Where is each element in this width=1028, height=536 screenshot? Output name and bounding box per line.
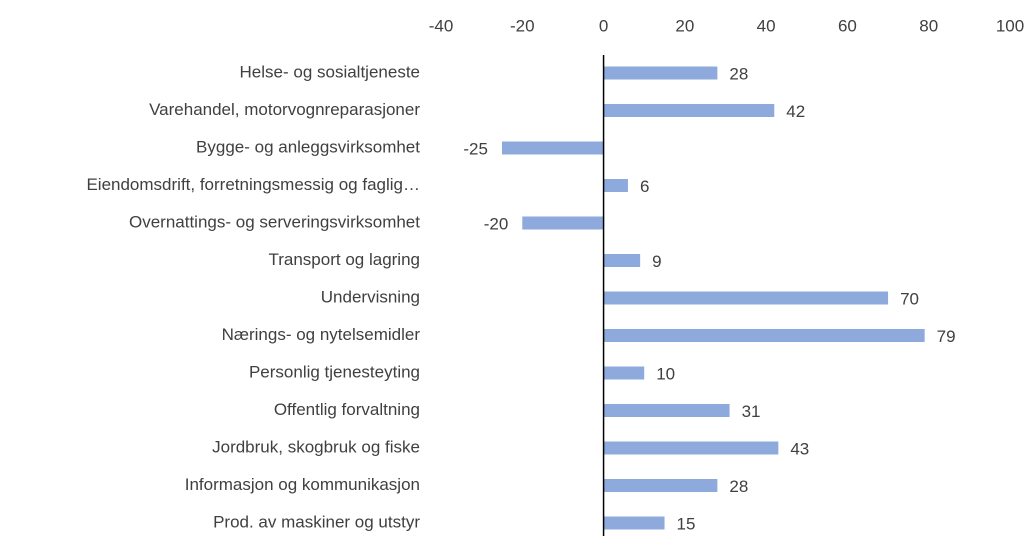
category-label: Nærings- og nytelsemidler bbox=[222, 325, 421, 344]
category-label: Prod. av maskiner og utstyr bbox=[213, 512, 420, 531]
category-label: Personlig tjenesteyting bbox=[249, 362, 420, 381]
category-label: Transport og lagring bbox=[268, 250, 420, 269]
bar bbox=[603, 104, 775, 117]
bar bbox=[522, 216, 604, 230]
value-label: -25 bbox=[463, 139, 488, 158]
bar bbox=[603, 366, 645, 380]
x-tick-label: 100 bbox=[996, 16, 1024, 35]
category-label: Undervisning bbox=[321, 287, 420, 306]
category-label: Informasjon og kommunikasjon bbox=[185, 475, 420, 494]
value-label: 6 bbox=[640, 177, 649, 196]
category-label: Varehandel, motorvognreparasjoner bbox=[149, 100, 420, 119]
category-label: Bygge- og anleggsvirksomhet bbox=[196, 137, 420, 156]
bar bbox=[603, 516, 665, 530]
bar bbox=[603, 479, 718, 492]
x-tick-label: 0 bbox=[599, 16, 608, 35]
value-label: 70 bbox=[900, 289, 919, 308]
value-label: 42 bbox=[786, 102, 805, 121]
category-label: Jordbruk, skogbruk og fiske bbox=[212, 437, 420, 456]
x-tick-label: 60 bbox=[838, 16, 857, 35]
bar bbox=[603, 291, 889, 305]
x-tick-label: 20 bbox=[675, 16, 694, 35]
value-label: -20 bbox=[484, 214, 509, 233]
x-tick-label: 40 bbox=[757, 16, 776, 35]
bar bbox=[603, 179, 628, 192]
value-label: 31 bbox=[742, 402, 761, 421]
bar bbox=[603, 66, 718, 80]
bar bbox=[603, 254, 641, 267]
value-label: 15 bbox=[677, 514, 696, 533]
category-label: Offentlig forvaltning bbox=[274, 400, 420, 419]
x-tick-label: 80 bbox=[919, 16, 938, 35]
value-label: 43 bbox=[790, 439, 809, 458]
bar bbox=[603, 441, 779, 455]
x-tick-label: -20 bbox=[510, 16, 535, 35]
bar bbox=[603, 329, 925, 342]
category-label: Helse- og sosialtjeneste bbox=[240, 62, 420, 81]
category-label: Overnattings- og serveringsvirksomhet bbox=[129, 212, 420, 231]
category-label: Eiendomsdrift, forretningsmessig og fagl… bbox=[86, 175, 420, 194]
value-label: 10 bbox=[656, 364, 675, 383]
value-label: 28 bbox=[729, 477, 748, 496]
value-label: 79 bbox=[937, 327, 956, 346]
value-label: 9 bbox=[652, 252, 661, 271]
value-label: 28 bbox=[729, 64, 748, 83]
bar bbox=[501, 141, 604, 155]
x-tick-label: -40 bbox=[429, 16, 454, 35]
bar bbox=[603, 404, 730, 417]
